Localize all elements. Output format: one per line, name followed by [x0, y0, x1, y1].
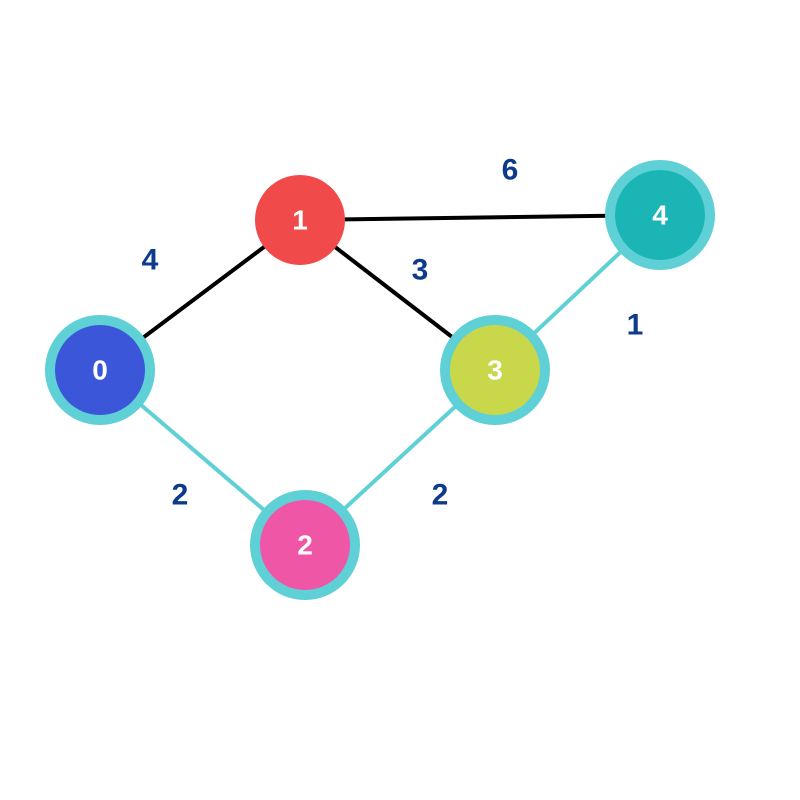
node-label-3: 3: [487, 355, 503, 386]
graph-diagram: 0 1 2 3 4 4 6 3 2 2 1: [0, 0, 800, 800]
node-label-1: 1: [292, 205, 308, 236]
edge-weight-3-4: 1: [627, 309, 644, 342]
edge-weight-1-4: 6: [502, 154, 519, 187]
node-label-2: 2: [297, 530, 313, 561]
node-label-0: 0: [92, 355, 108, 386]
edge-weight-0-2: 2: [172, 479, 189, 512]
node-label-4: 4: [652, 200, 668, 231]
edge-weight-2-3: 2: [432, 479, 449, 512]
edge-weight-1-3: 3: [412, 254, 429, 287]
edge-weight-0-1: 4: [142, 244, 159, 277]
